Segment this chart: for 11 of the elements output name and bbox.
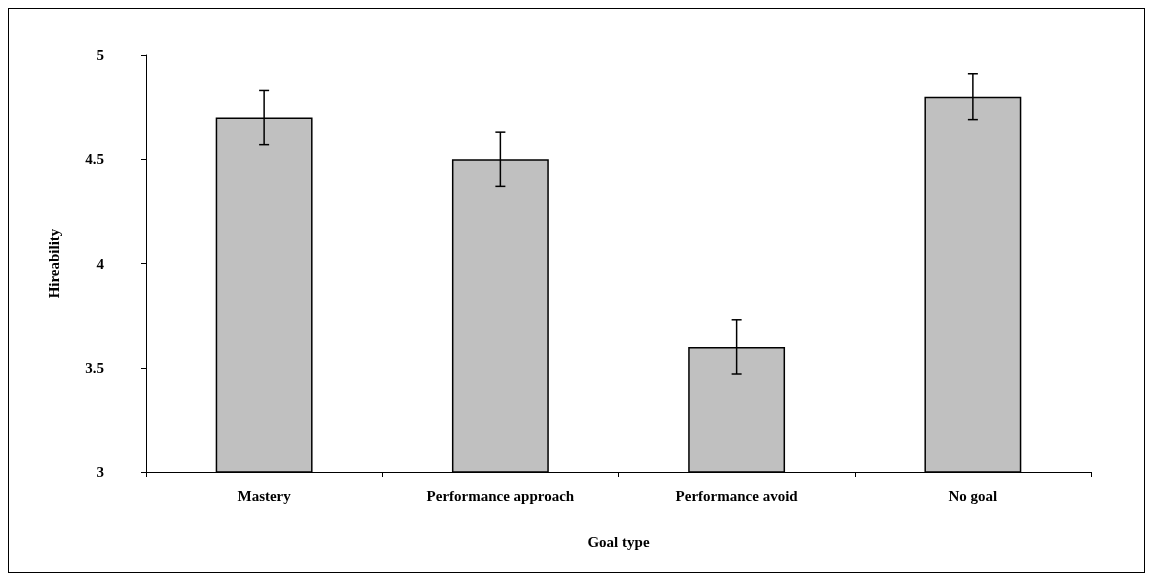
- y-tick-label: 4: [96, 255, 105, 272]
- y-tick-label: 4.5: [85, 151, 104, 168]
- y-tick-label: 3: [96, 464, 104, 480]
- y-tick-label: 3.5: [85, 359, 104, 376]
- x-tick-label: Mastery: [237, 487, 292, 504]
- x-tick-label: Performance approach: [426, 487, 575, 504]
- x-axis-title: Goal type: [587, 533, 650, 550]
- y-axis-title: Hireability: [45, 228, 62, 299]
- y-tick-label: 5: [96, 47, 104, 63]
- x-tick-label: Performance avoid: [675, 487, 799, 504]
- x-tick-label: No goal: [948, 487, 998, 504]
